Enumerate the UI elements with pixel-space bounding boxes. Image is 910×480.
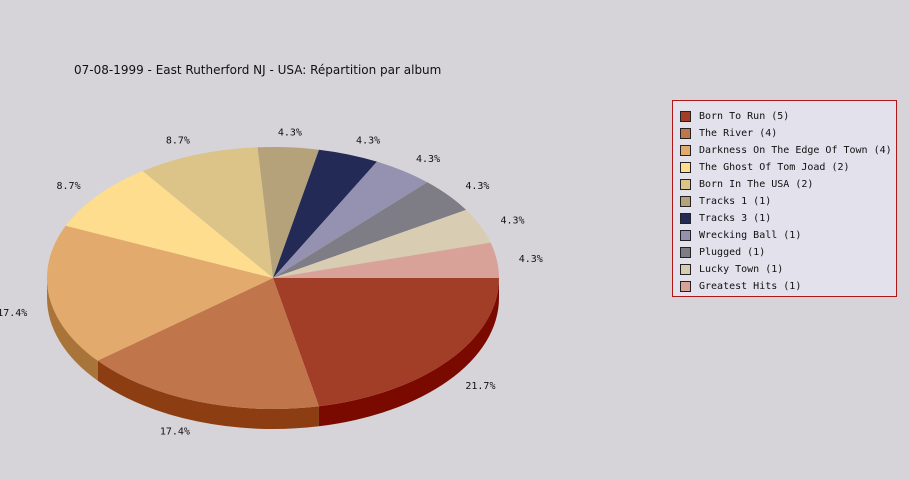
legend-label: Wrecking Ball (1) xyxy=(699,230,802,241)
pie-slice-the-ghost-of-tom-joad xyxy=(65,170,274,278)
legend-label: Tracks 3 (1) xyxy=(699,213,772,224)
percent-label-plugged: 4.3% xyxy=(465,181,489,192)
pie-side-born-to-run xyxy=(318,278,499,427)
legend-label: The River (4) xyxy=(699,128,778,139)
legend-label: Darkness On The Edge Of Town (4) xyxy=(699,145,892,156)
legend-item-wrecking-ball: Wrecking Ball (1) xyxy=(680,227,896,244)
percent-label-born-in-the-usa: 8.7% xyxy=(166,135,190,146)
pie-slice-the-river xyxy=(97,278,319,409)
legend-label: Born To Run (5) xyxy=(699,111,790,122)
legend-swatch xyxy=(680,162,691,173)
legend-swatch xyxy=(680,111,691,122)
pie-slice-born-in-the-usa xyxy=(142,147,273,278)
percent-label-the-river: 17.4% xyxy=(160,427,190,438)
pie-slice-plugged xyxy=(273,182,467,278)
legend-item-tracks-3: Tracks 3 (1) xyxy=(680,210,896,227)
percent-label-darkness-on-the-edge-of-town: 17.4% xyxy=(0,308,27,319)
percent-label-lucky-town: 4.3% xyxy=(500,215,524,226)
legend-item-tracks-1: Tracks 1 (1) xyxy=(680,193,896,210)
legend-swatch xyxy=(680,247,691,258)
pie-slice-greatest-hits xyxy=(273,242,499,278)
legend-item-the-river: The River (4) xyxy=(680,125,896,142)
legend: Born To Run (5) The River (4) Darkness On … xyxy=(672,100,897,297)
legend-item-greatest-hits: Greatest Hits (1) xyxy=(680,278,896,295)
legend-label: Greatest Hits (1) xyxy=(699,281,802,292)
percent-label-born-to-run: 21.7% xyxy=(465,381,495,392)
percent-label-wrecking-ball: 4.3% xyxy=(416,154,440,165)
pie-slice-born-to-run xyxy=(273,278,499,407)
legend-swatch xyxy=(680,179,691,190)
legend-swatch xyxy=(680,145,691,156)
pie-slice-lucky-town xyxy=(273,209,491,278)
legend-swatch xyxy=(680,281,691,292)
pie-slices xyxy=(46,147,499,409)
legend-label: Plugged (1) xyxy=(699,247,766,258)
legend-swatch xyxy=(680,196,691,207)
legend-swatch xyxy=(680,230,691,241)
chart-title: 07-08-1999 - East Rutherford NJ - USA: R… xyxy=(74,63,441,77)
legend-item-lucky-town: Lucky Town (1) xyxy=(680,261,896,278)
percent-label-tracks-1: 4.3% xyxy=(278,127,302,138)
legend-item-plugged: Plugged (1) xyxy=(680,244,896,261)
legend-item-born-to-run: Born To Run (5) xyxy=(680,108,896,125)
legend-label: Lucky Town (1) xyxy=(699,264,784,275)
pie-side-darkness-on-the-edge-of-town xyxy=(47,278,98,381)
legend-label: Born In The USA (2) xyxy=(699,179,814,190)
pie-slice-tracks-3 xyxy=(273,149,377,278)
pie-slice-wrecking-ball xyxy=(273,161,428,278)
legend-swatch xyxy=(680,213,691,224)
legend-swatch xyxy=(680,128,691,139)
legend-item-born-in-the-usa: Born In The USA (2) xyxy=(680,176,896,193)
legend-item-the-ghost-of-tom-joad: The Ghost Of Tom Joad (2) xyxy=(680,159,896,176)
percent-label-greatest-hits: 4.3% xyxy=(519,254,543,265)
pie-side-the-river xyxy=(97,360,319,429)
percent-label-tracks-3: 4.3% xyxy=(356,135,380,146)
legend-swatch xyxy=(680,264,691,275)
percent-label-the-ghost-of-tom-joad: 8.7% xyxy=(57,181,81,192)
pie-depth xyxy=(47,278,499,429)
legend-item-darkness-on-the-edge-of-town: Darkness On The Edge Of Town (4) xyxy=(680,142,896,159)
pie-slice-darkness-on-the-edge-of-town xyxy=(46,225,273,361)
legend-label: The Ghost Of Tom Joad (2) xyxy=(699,162,850,173)
pie-slice-tracks-1 xyxy=(257,147,319,278)
pie-percent-labels: 21.7% 17.4% 17.4% 8.7% 8.7% 4.3% 4.3% 4.3% 4.3% 4… xyxy=(0,127,543,437)
legend-label: Tracks 1 (1) xyxy=(699,196,772,207)
